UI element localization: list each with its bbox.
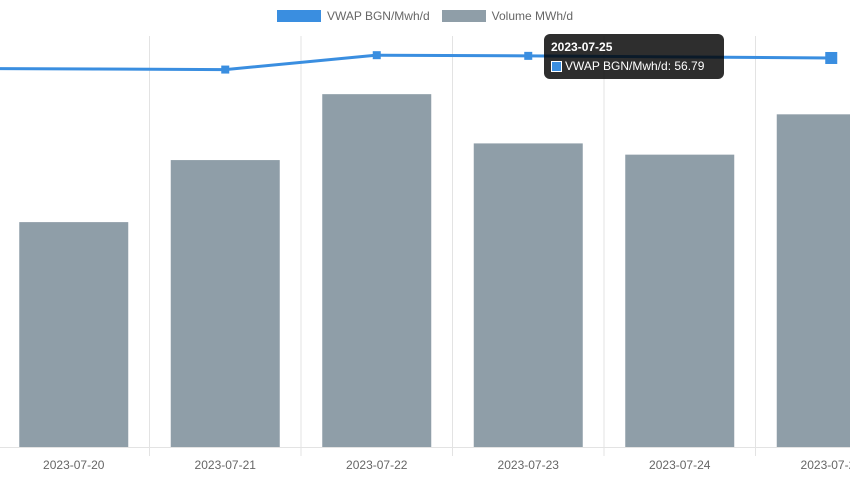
x-tick-label: 2023-07-20 [43,458,105,472]
x-tick-label: 2023-07-24 [649,458,711,472]
vwap-point [825,51,838,64]
volume-bar [625,154,735,448]
chart-legend: VWAP BGN/Mwh/d Volume MWh/d [0,9,850,23]
vwap-point [372,51,381,60]
x-tick-label: 2023-07-23 [498,458,560,472]
tooltip-row: VWAP BGN/Mwh/d: 56.79 [551,59,704,73]
legend-label-volume: Volume MWh/d [491,9,574,23]
legend-swatch-vwap [276,10,321,22]
tooltip-color-box [551,60,562,72]
volume-bar [776,114,850,448]
tooltip-label: VWAP BGN/Mwh/d: 56.79 [565,59,705,73]
chart-tooltip: 2023-07-25 VWAP BGN/Mwh/d: 56.79 [544,34,724,79]
vwap-point [524,51,533,60]
tooltip-title: 2023-07-25 [551,40,613,54]
legend-item-vwap[interactable]: VWAP BGN/Mwh/d [276,9,430,23]
x-tick-label: 2023-07-25 [801,458,850,472]
legend-item-volume[interactable]: Volume MWh/d [441,9,574,23]
legend-swatch-volume [441,10,486,22]
vwap-point [221,65,230,74]
x-tick-label: 2023-07-21 [195,458,257,472]
volume-bar [170,160,280,447]
chart-grid [0,36,850,456]
volume-bar [322,94,432,448]
x-tick-label: 2023-07-22 [346,458,408,472]
x-axis-ticks: 2023-07-20 2023-07-21 2023-07-22 2023-07-23… [43,458,850,472]
volume-bars [19,94,850,448]
volume-bar [473,143,583,447]
legend-label-vwap: VWAP BGN/Mwh/d [326,9,430,23]
volume-bar [19,222,129,447]
